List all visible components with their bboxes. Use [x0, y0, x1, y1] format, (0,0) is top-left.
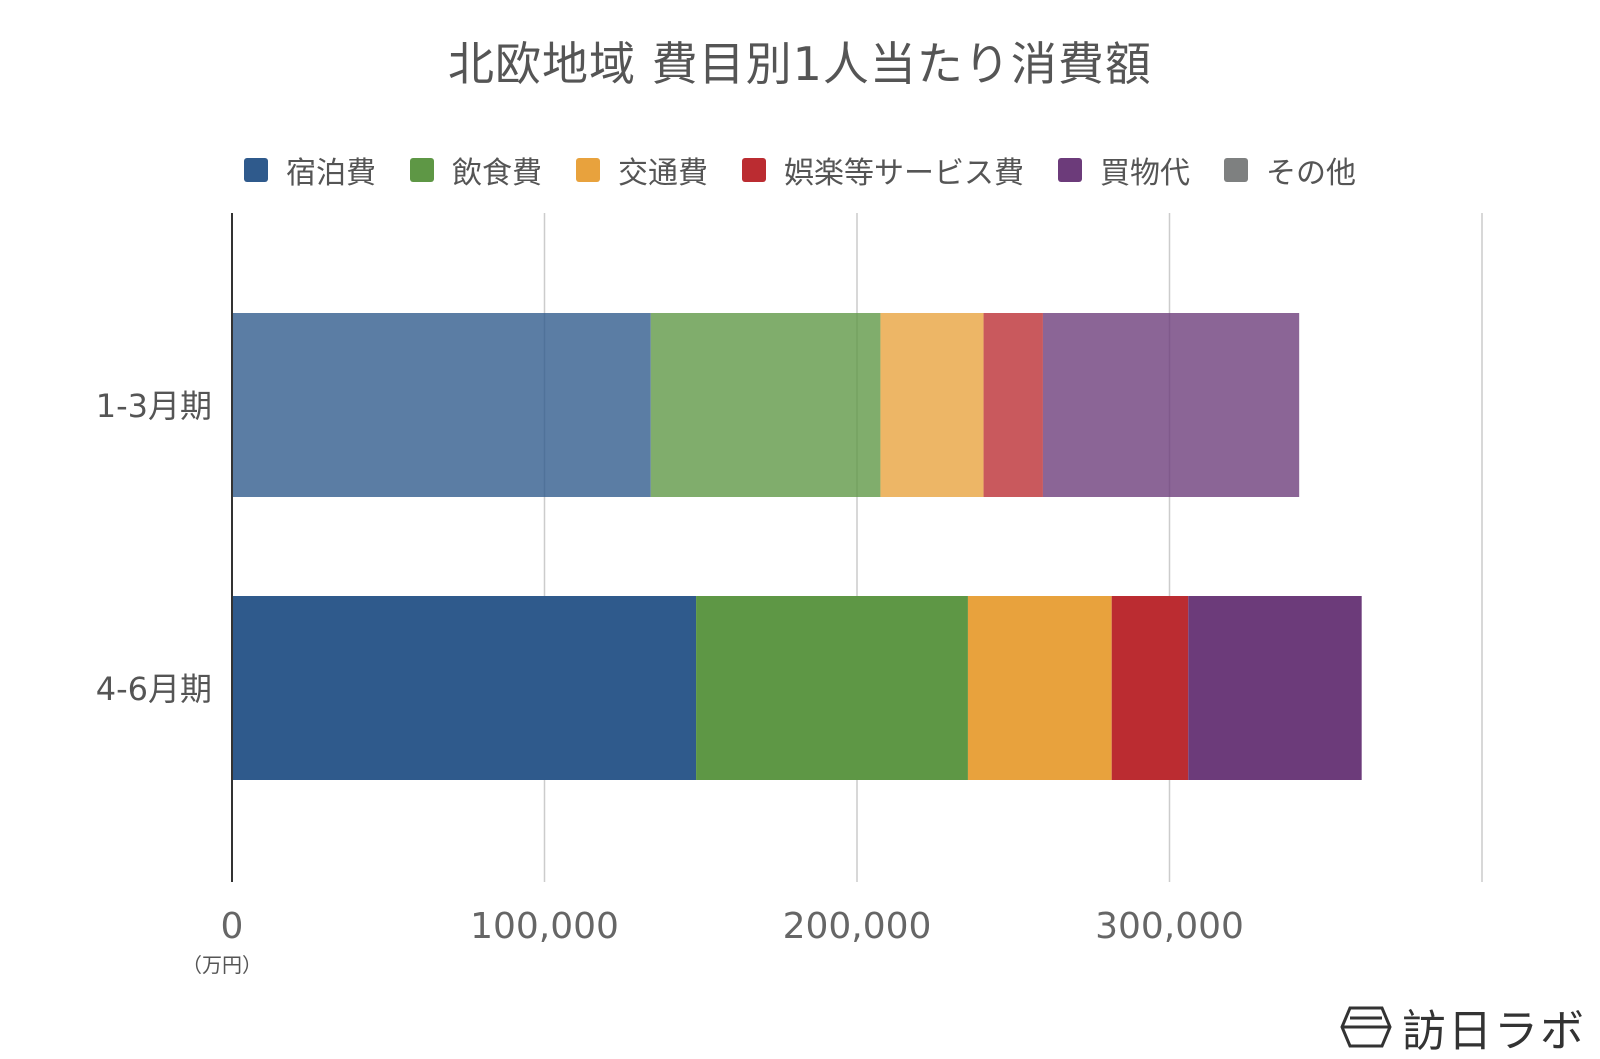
x-tick-label: 0	[221, 906, 244, 947]
bar-segment	[1188, 596, 1362, 780]
legend-item: 飲食費	[410, 148, 542, 192]
category-label: 1-3月期	[96, 387, 212, 425]
legend-item: 交通費	[576, 148, 708, 192]
watermark-text: 訪日ラボ	[1402, 1006, 1586, 1057]
legend-label: 宿泊費	[286, 156, 376, 191]
unit-label: （万円）	[182, 953, 262, 977]
bar-segment	[983, 313, 1043, 497]
bar-segment	[1111, 596, 1189, 780]
watermark-logo: 訪日ラボ	[1340, 995, 1586, 1059]
legend-label: 娯楽等サービス費	[784, 156, 1024, 191]
logo-icon	[1340, 1006, 1392, 1048]
bar-segment	[650, 313, 881, 497]
legend-label: 交通費	[618, 156, 708, 191]
legend-label: 買物代	[1100, 156, 1190, 191]
legend-swatch	[410, 158, 434, 182]
category-label: 4-6月期	[96, 670, 212, 708]
legend-swatch	[244, 158, 268, 182]
x-tick-label: 200,000	[783, 906, 932, 947]
bar-segment	[232, 596, 697, 780]
bar-segment	[880, 313, 984, 497]
bar-segment	[967, 596, 1112, 780]
x-tick-label: 100,000	[470, 906, 619, 947]
x-tick-label: 300,000	[1095, 906, 1244, 947]
legend-item: 買物代	[1058, 148, 1190, 192]
legend-item: その他	[1224, 148, 1356, 192]
legend-swatch	[1058, 158, 1082, 182]
legend-item: 娯楽等サービス費	[742, 148, 1024, 192]
legend-swatch	[576, 158, 600, 182]
bar-segment	[232, 313, 651, 497]
bar-segment	[696, 596, 968, 780]
bar-segment	[1042, 313, 1300, 497]
legend-swatch	[742, 158, 766, 182]
legend-swatch	[1224, 158, 1248, 182]
legend: 宿泊費 飲食費 交通費 娯楽等サービス費 買物代 その他	[0, 148, 1600, 192]
legend-label: その他	[1266, 156, 1356, 191]
chart-title: 北欧地域 費目別1人当たり消費額	[448, 37, 1152, 91]
legend-item: 宿泊費	[244, 148, 376, 192]
legend-label: 飲食費	[452, 156, 542, 191]
